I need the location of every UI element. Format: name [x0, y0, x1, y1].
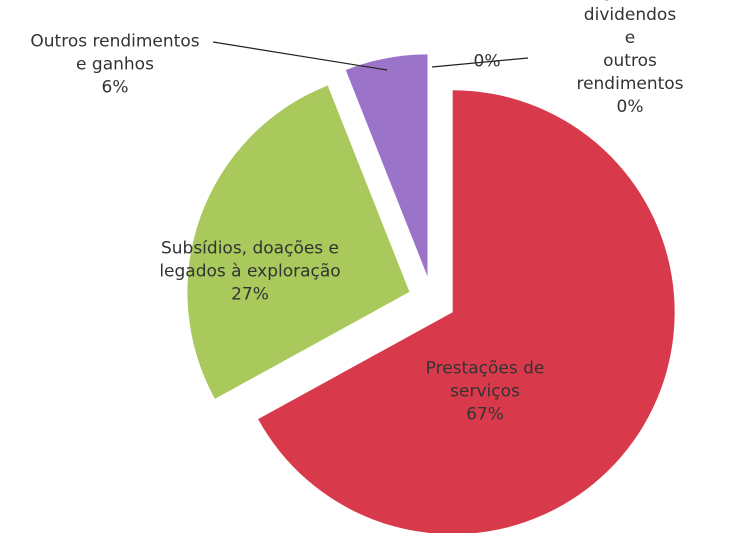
value-label: 67% — [466, 404, 504, 425]
slice-label: Subsídios, doações e legados à exploraçã… — [159, 238, 340, 307]
pie-slice — [187, 85, 410, 399]
category-label: Juros, dividendos e outros rendimentos — [576, 0, 684, 94]
slice-label: Outros rendimentos e ganhos 6% — [30, 31, 199, 100]
slice-label: Juros, dividendos e outros rendimentos 0% — [576, 0, 683, 119]
category-label: Prestações de serviços — [425, 358, 545, 402]
value-label: 27% — [231, 284, 269, 305]
pie-slice — [258, 90, 675, 533]
value-label: 0% — [616, 97, 644, 117]
slice-label: 0% — [474, 51, 501, 74]
slice-label: Prestações de serviços 67% — [426, 358, 545, 427]
category-label: Subsídios, doações e legados à exploraçã… — [159, 238, 341, 282]
value-label: 6% — [101, 77, 129, 98]
leader-line — [212, 41, 388, 71]
category-label: Outros rendimentos e ganhos — [30, 31, 200, 75]
pie-slice — [345, 54, 428, 277]
value-label: 0% — [473, 51, 501, 72]
leader-line — [431, 57, 529, 68]
